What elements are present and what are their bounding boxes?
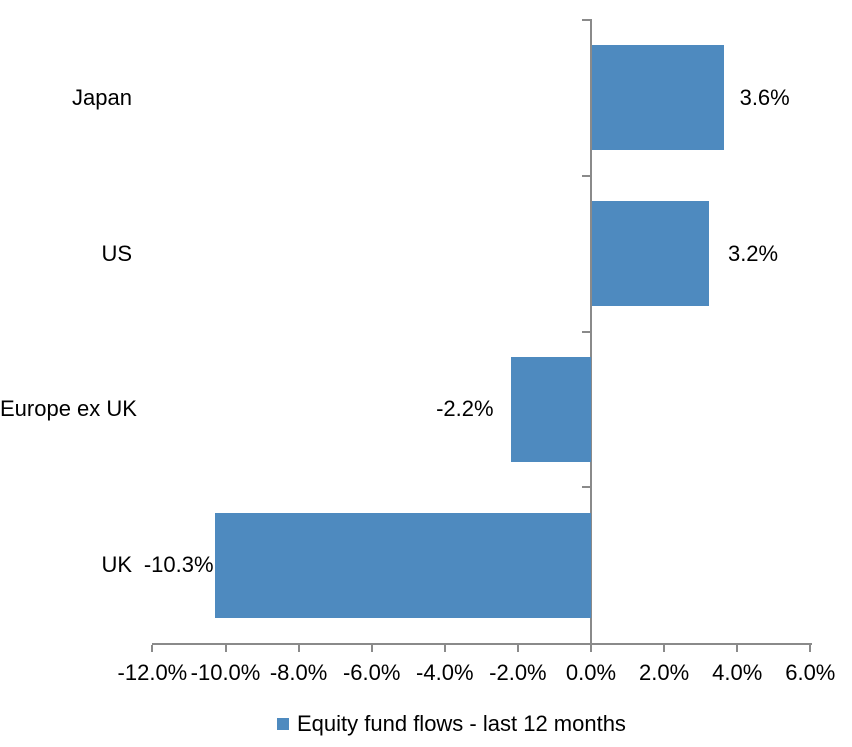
y-axis-tick xyxy=(582,330,590,333)
x-axis-tick xyxy=(151,645,154,652)
x-axis-tick-label: 4.0% xyxy=(712,660,763,685)
legend-marker-swatch xyxy=(277,718,289,730)
data-label: 3.6% xyxy=(739,84,790,110)
x-axis-tick xyxy=(297,645,300,652)
data-label: -2.2% xyxy=(436,396,494,422)
category-label: Europe ex UK xyxy=(0,396,137,422)
x-axis-tick xyxy=(809,645,812,652)
bar-us xyxy=(592,201,709,307)
x-axis-tick-label: -2.0% xyxy=(489,660,547,685)
x-axis-tick xyxy=(590,645,592,652)
x-axis-tick-label: 6.0% xyxy=(785,660,836,685)
x-axis-tick-label: -12.0% xyxy=(117,660,188,685)
x-axis-line xyxy=(152,643,813,645)
category-label: US xyxy=(101,240,132,266)
x-axis-tick-label: -4.0% xyxy=(416,660,474,685)
data-label: -10.3% xyxy=(143,552,214,578)
category-label: Japan xyxy=(72,84,132,110)
y-axis-line xyxy=(590,19,592,644)
y-axis-tick xyxy=(582,174,590,177)
bar-europe-ex-uk xyxy=(510,356,591,462)
x-axis-tick-label: -8.0% xyxy=(269,660,328,685)
x-axis-tick xyxy=(443,645,446,652)
x-axis-tick xyxy=(370,645,373,652)
x-axis-tick xyxy=(736,645,739,652)
y-axis-tick xyxy=(582,486,590,489)
data-label: 3.2% xyxy=(727,240,779,266)
x-axis-tick xyxy=(516,645,519,652)
bar-uk xyxy=(214,512,591,618)
category-label: UK xyxy=(101,552,132,578)
x-axis-tick-label: 2.0% xyxy=(639,660,690,685)
x-axis-tick-label: -6.0% xyxy=(342,660,401,685)
x-axis-tick xyxy=(224,645,227,652)
x-axis-tick-label: 0.0% xyxy=(565,660,617,685)
legend-series-label: Equity fund flows - last 12 months xyxy=(297,711,626,736)
chart-legend: Equity fund flows - last 12 months xyxy=(277,711,626,737)
x-axis-tick xyxy=(663,645,666,652)
y-axis-tick xyxy=(582,19,590,21)
bar-japan xyxy=(592,45,724,151)
x-axis-tick-label: -10.0% xyxy=(190,660,261,685)
